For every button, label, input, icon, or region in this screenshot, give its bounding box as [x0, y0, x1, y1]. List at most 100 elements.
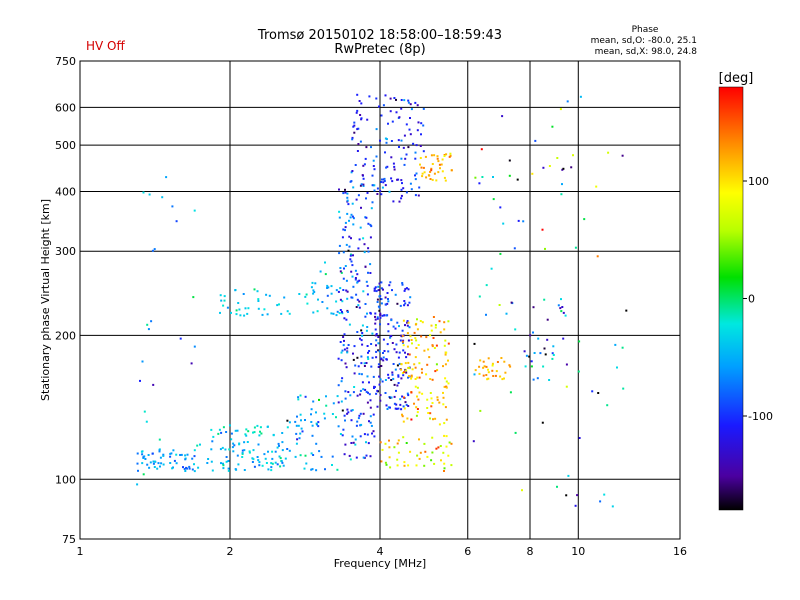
data-point: [360, 355, 363, 358]
data-point: [419, 320, 422, 322]
data-point: [197, 466, 200, 469]
data-point: [325, 404, 328, 407]
data-point: [368, 381, 370, 384]
data-point: [400, 107, 403, 110]
data-point: [356, 273, 359, 276]
data-point: [244, 307, 247, 310]
data-point: [625, 309, 628, 312]
data-point: [393, 168, 396, 171]
data-point: [485, 313, 487, 316]
data-point: [148, 193, 151, 196]
x-tick-label: 8: [527, 545, 534, 558]
data-point: [223, 295, 226, 298]
data-point: [473, 342, 476, 345]
data-point: [347, 391, 350, 393]
data-point: [418, 438, 420, 441]
data-point: [238, 308, 241, 311]
chart-title: Tromsø 20150102 18:58:00–18:59:43: [257, 28, 502, 43]
data-point: [153, 460, 156, 463]
colorbar-tick-label: -100: [748, 410, 773, 423]
data-point: [495, 370, 498, 373]
data-point: [383, 314, 386, 317]
data-point: [482, 366, 485, 369]
data-point: [546, 318, 549, 321]
data-point: [377, 342, 380, 345]
data-point: [402, 344, 405, 347]
data-point: [171, 205, 174, 208]
data-point: [611, 505, 614, 508]
data-point: [436, 396, 439, 399]
data-point: [230, 311, 232, 314]
data-point: [578, 340, 581, 343]
data-point: [373, 386, 376, 388]
data-point: [395, 389, 397, 392]
data-point: [397, 451, 400, 454]
data-point: [342, 344, 345, 347]
data-point: [397, 356, 400, 359]
data-point: [222, 426, 225, 429]
data-point: [219, 294, 222, 297]
data-point: [343, 348, 346, 351]
data-point: [398, 116, 401, 119]
data-point: [320, 455, 323, 458]
data-point: [402, 405, 405, 408]
data-point: [360, 423, 363, 426]
data-point: [356, 150, 359, 152]
data-point: [559, 108, 562, 111]
data-point: [384, 303, 387, 306]
data-point: [381, 186, 384, 189]
data-point: [347, 344, 350, 346]
data-point: [378, 105, 380, 108]
data-point: [347, 249, 350, 252]
data-point: [405, 371, 408, 374]
data-point: [160, 462, 163, 465]
data-point: [389, 396, 392, 399]
data-point: [369, 272, 372, 274]
data-point: [367, 222, 370, 225]
data-point: [317, 298, 319, 301]
data-point: [360, 102, 363, 105]
data-point: [392, 377, 395, 380]
data-point: [421, 175, 424, 178]
data-point: [158, 449, 161, 452]
data-point: [227, 469, 230, 472]
data-point: [372, 165, 375, 167]
data-point: [136, 462, 139, 465]
data-point: [336, 310, 339, 313]
data-point: [400, 368, 402, 371]
data-point: [354, 164, 357, 166]
data-point: [361, 381, 364, 384]
data-point: [150, 320, 153, 323]
data-point: [153, 466, 156, 468]
data-point: [505, 312, 508, 315]
data-point: [443, 176, 446, 179]
data-point: [301, 430, 304, 433]
data-point: [425, 176, 428, 179]
data-point: [246, 441, 249, 443]
data-point: [369, 223, 372, 226]
data-point: [332, 312, 335, 315]
data-point: [373, 168, 376, 171]
data-point: [347, 411, 350, 414]
data-point: [351, 215, 354, 218]
data-point: [353, 131, 356, 134]
data-point: [426, 407, 429, 409]
data-point: [341, 409, 344, 412]
data-point: [300, 419, 302, 422]
data-point: [421, 321, 424, 324]
data-point: [341, 310, 343, 313]
data-point: [445, 386, 448, 389]
data-point: [430, 169, 433, 172]
data-point: [487, 377, 490, 380]
data-point: [310, 286, 313, 289]
data-point: [395, 98, 397, 101]
data-point: [352, 391, 355, 394]
data-point: [402, 374, 405, 377]
data-point: [401, 283, 404, 286]
data-point: [357, 127, 360, 130]
data-point: [326, 307, 329, 310]
data-point: [415, 339, 418, 342]
data-point: [344, 188, 346, 191]
data-point: [243, 441, 246, 444]
data-point: [349, 258, 352, 261]
